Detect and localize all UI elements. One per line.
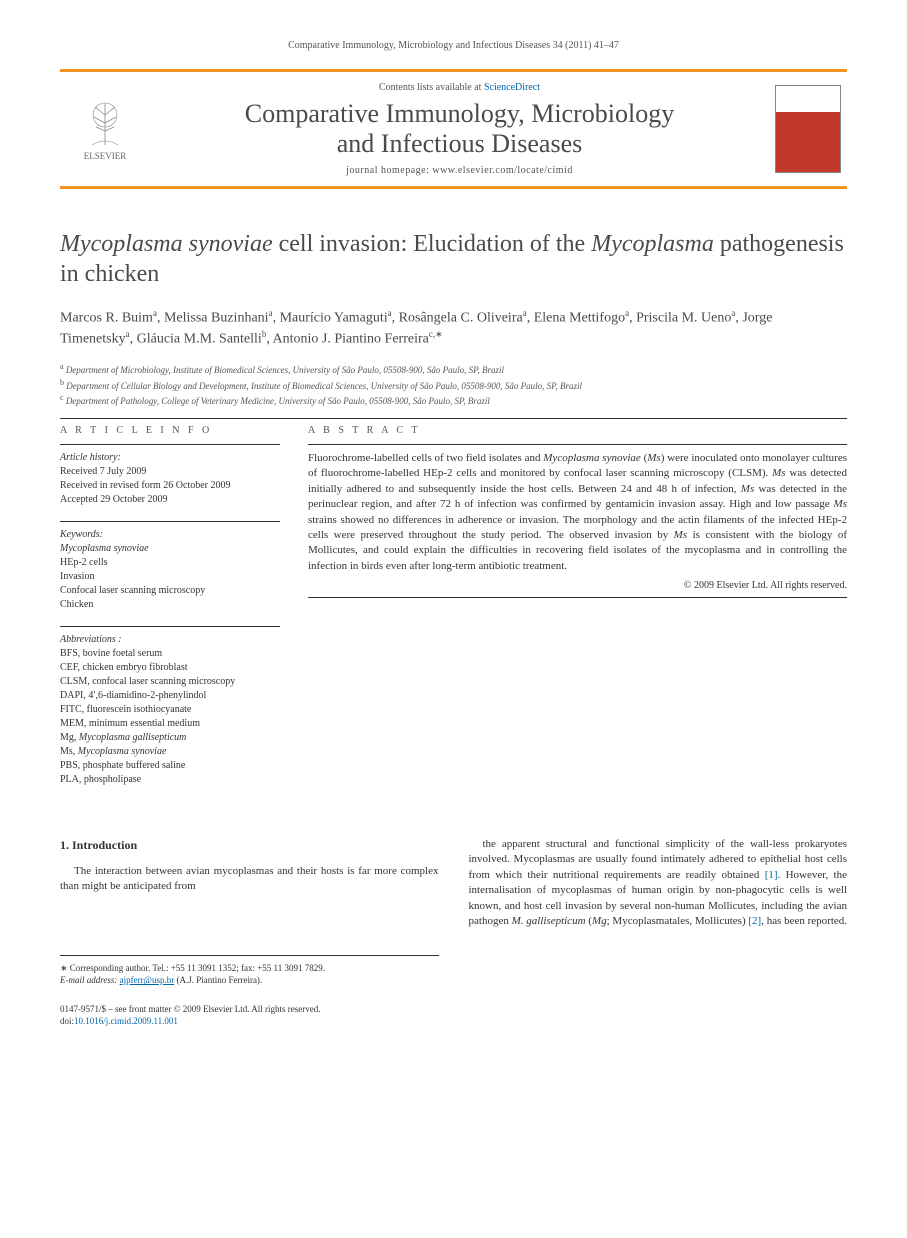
affiliation-line: c Department of Pathology, College of Ve…: [60, 392, 847, 408]
article-title: Mycoplasma synoviae cell invasion: Eluci…: [60, 229, 847, 289]
history-line: Received in revised form 26 October 2009: [60, 479, 280, 493]
contents-prefix: Contents lists available at: [379, 82, 484, 93]
info-abstract-row: A R T I C L E I N F O Article history: R…: [60, 425, 847, 807]
abbrev-line: PLA, phospholipase: [60, 773, 280, 787]
keywords-header: Keywords:: [60, 528, 280, 542]
keywords-block: Keywords: Mycoplasma synoviaeHEp-2 cells…: [60, 528, 280, 612]
email-tail: (A.J. Piantino Ferreira).: [174, 975, 262, 985]
keyword-line: Chicken: [60, 598, 280, 612]
abstract-text: Fluorochrome-labelled cells of two field…: [308, 451, 847, 574]
body-col-left: 1. Introduction The interaction between …: [60, 837, 439, 987]
cover-cell: [769, 72, 847, 186]
keyword-line: Mycoplasma synoviae: [60, 542, 280, 556]
email-label: E-mail address:: [60, 975, 120, 985]
journal-name-line1: Comparative Immunology, Microbiology: [245, 99, 674, 128]
journal-name: Comparative Immunology, Microbiology and…: [156, 99, 763, 159]
abbrev-line: FITC, fluorescein isothiocyanate: [60, 703, 280, 717]
article-info-column: A R T I C L E I N F O Article history: R…: [60, 425, 280, 807]
keyword-line: Invasion: [60, 570, 280, 584]
publisher-logo-cell: ELSEVIER: [60, 72, 150, 186]
abbrev-line: Ms, Mycoplasma synoviae: [60, 745, 280, 759]
intro-paragraph-1: The interaction between avian mycoplasma…: [60, 864, 439, 895]
abstract-column: A B S T R A C T Fluorochrome-labelled ce…: [308, 425, 847, 807]
article-history: Article history: Received 7 July 2009Rec…: [60, 451, 280, 507]
corresponding-email-link[interactable]: ajpferr@usp.br: [120, 975, 175, 985]
keyword-line: HEp-2 cells: [60, 556, 280, 570]
doi-link[interactable]: 10.1016/j.cimid.2009.11.001: [74, 1016, 178, 1026]
abbrev-line: Mg, Mycoplasma gallisepticum: [60, 731, 280, 745]
history-header: Article history:: [60, 451, 280, 465]
abbrev-line: BFS, bovine foetal serum: [60, 647, 280, 661]
footer-bar: 0147-9571/$ – see front matter © 2009 El…: [60, 1003, 847, 1028]
contents-available-line: Contents lists available at ScienceDirec…: [156, 82, 763, 93]
abbreviations-block: Abbreviations : BFS, bovine foetal serum…: [60, 633, 280, 787]
rule-top: [60, 418, 847, 419]
citation-link[interactable]: [1]: [765, 869, 778, 881]
doi-label: doi:: [60, 1016, 74, 1026]
title-ital-1: Mycoplasma synoviae: [60, 231, 273, 257]
journal-cover-thumbnail: [775, 85, 841, 173]
keyword-line: Confocal laser scanning microscopy: [60, 584, 280, 598]
title-text-2: cell invasion: Elucidation of the: [273, 231, 592, 257]
abbrev-line: PBS, phosphate buffered saline: [60, 759, 280, 773]
info-rule-3: [60, 626, 280, 627]
journal-homepage: journal homepage: www.elsevier.com/locat…: [156, 165, 763, 176]
abbrev-line: CEF, chicken embryo fibroblast: [60, 661, 280, 675]
elsevier-logo: ELSEVIER: [80, 97, 130, 161]
history-line: Accepted 29 October 2009: [60, 493, 280, 507]
body-columns: 1. Introduction The interaction between …: [60, 837, 847, 987]
running-head: Comparative Immunology, Microbiology and…: [60, 40, 847, 51]
doi-line: doi:10.1016/j.cimid.2009.11.001: [60, 1015, 847, 1028]
info-rule: [60, 444, 280, 445]
title-ital-3: Mycoplasma: [591, 231, 714, 257]
affiliations: a Department of Microbiology, Institute …: [60, 361, 847, 408]
corresponding-author: ∗ Corresponding author. Tel.: +55 11 309…: [60, 962, 439, 975]
intro-paragraph-2: the apparent structural and functional s…: [469, 837, 848, 929]
abbrev-line: DAPI, 4′,6-diamidino-2-phenylindol: [60, 689, 280, 703]
citation-link[interactable]: [2]: [748, 915, 761, 927]
author-list: Marcos R. Buima, Melissa Buzinhania, Mau…: [60, 307, 847, 350]
history-line: Received 7 July 2009: [60, 465, 280, 479]
abbrev-line: MEM, minimum essential medium: [60, 717, 280, 731]
front-matter-line: 0147-9571/$ – see front matter © 2009 El…: [60, 1003, 847, 1016]
affiliation-line: a Department of Microbiology, Institute …: [60, 361, 847, 377]
journal-header: ELSEVIER Contents lists available at Sci…: [60, 69, 847, 189]
sciencedirect-link[interactable]: ScienceDirect: [484, 82, 540, 93]
abbrev-line: CLSM, confocal laser scanning microscopy: [60, 675, 280, 689]
abstract-rule: [308, 444, 847, 445]
header-center: Contents lists available at ScienceDirec…: [150, 72, 769, 186]
affiliation-line: b Department of Cellular Biology and Dev…: [60, 377, 847, 393]
journal-name-line2: and Infectious Diseases: [337, 129, 582, 158]
abstract-label: A B S T R A C T: [308, 425, 847, 436]
info-rule-2: [60, 521, 280, 522]
footnotes: ∗ Corresponding author. Tel.: +55 11 309…: [60, 955, 439, 987]
corresponding-email-line: E-mail address: ajpferr@usp.br (A.J. Pia…: [60, 974, 439, 987]
abbrev-header: Abbreviations :: [60, 633, 280, 647]
abstract-rule-bottom: [308, 597, 847, 598]
publisher-label: ELSEVIER: [80, 151, 130, 161]
elsevier-tree-icon: [80, 97, 130, 147]
section-heading-intro: 1. Introduction: [60, 837, 439, 854]
abstract-copyright: © 2009 Elsevier Ltd. All rights reserved…: [308, 580, 847, 591]
article-info-label: A R T I C L E I N F O: [60, 425, 280, 436]
body-col-right: the apparent structural and functional s…: [469, 837, 848, 987]
